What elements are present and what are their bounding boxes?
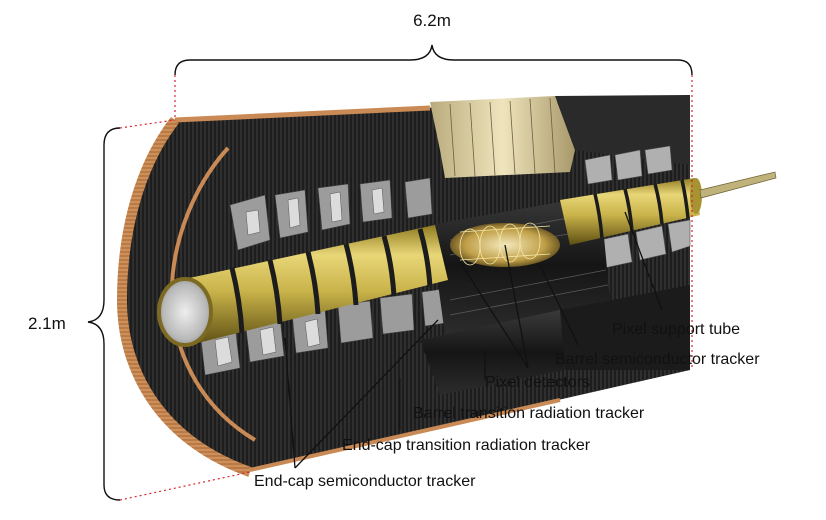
leader-barrel-sct	[539, 264, 579, 346]
diameter-guide-top	[119, 119, 176, 129]
leader-pixel-detectors-1	[504, 244, 529, 369]
pixel-support-tube-left	[157, 225, 448, 347]
pixel-support-tube-right	[560, 178, 702, 245]
label-endcap-sct: End-cap semiconductor tracker	[254, 473, 476, 490]
label-endcap-trt: End-cap transition radiation tracker	[342, 437, 591, 454]
leader-endcap-sct-1	[284, 337, 296, 469]
leader-pixel-detectors-2	[459, 261, 529, 369]
barrel-trt-lower	[420, 285, 690, 395]
barrel-trt-module	[430, 95, 690, 178]
detector-illustration	[116, 95, 777, 477]
label-pixel-support-tube: Pixel support tube	[612, 321, 740, 338]
leader-endcap-sct-2	[294, 319, 439, 469]
beam-pipe	[699, 171, 777, 199]
diameter-label: 2.1m	[28, 314, 66, 333]
leader-pixel-support-tube	[624, 211, 663, 311]
label-barrel-sct: Barrel semiconductor tracker	[555, 351, 760, 368]
component-labels: Pixel support tube Barrel semiconductor …	[254, 321, 760, 490]
length-label: 6.2m	[413, 11, 451, 30]
dimension-lines: 6.2m 2.1m	[28, 11, 693, 501]
diameter-guide-bottom	[119, 471, 251, 501]
length-brace	[174, 44, 693, 76]
diameter-brace	[87, 127, 121, 501]
label-pixel-detectors: Pixel detectors	[485, 374, 590, 391]
leader-lines	[284, 211, 663, 469]
label-barrel-trt: Barrel transition radiation tracker	[413, 405, 645, 422]
